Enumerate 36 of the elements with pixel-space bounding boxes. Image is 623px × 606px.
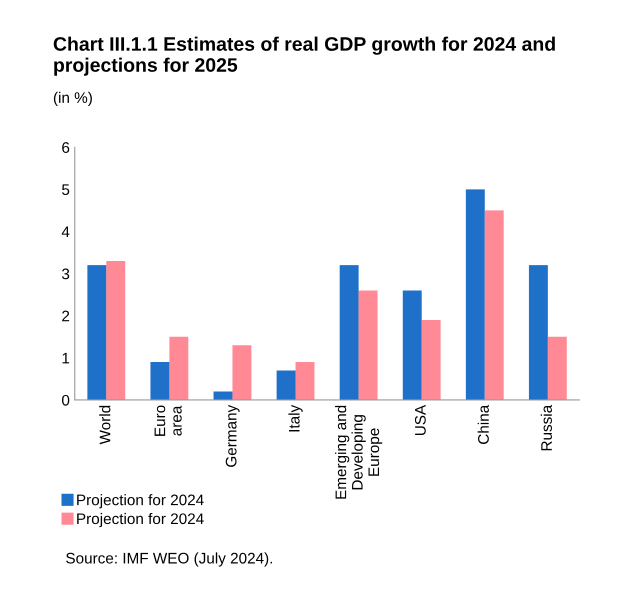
- y-tick-label: 1: [62, 352, 70, 364]
- x-tick-label: USA: [414, 404, 426, 436]
- bar: [296, 362, 314, 400]
- x-tick-label: Germany: [226, 404, 240, 467]
- bar: [106, 260, 126, 400]
- y-tick-label: 0: [62, 394, 70, 406]
- x-tick-label: Emerging and Developing Europe: [335, 406, 382, 499]
- y-tick-label: 3: [62, 268, 70, 280]
- x-tick-label: Russia: [540, 404, 552, 450]
- bar: [276, 370, 296, 400]
- bar: [340, 265, 359, 400]
- x-tick-label: Euro area: [154, 405, 182, 436]
- y-tick-label: 6: [62, 142, 70, 153]
- x-tick-label: China: [478, 404, 489, 444]
- bar: [169, 336, 188, 400]
- x-tick-label: World: [99, 406, 110, 444]
- y-tick-label: 5: [62, 184, 70, 196]
- bar: [87, 265, 106, 400]
- y-tick-label: 4: [62, 226, 70, 238]
- x-tick-label: Italy: [288, 404, 303, 432]
- bar: [358, 290, 378, 400]
- bar: [548, 336, 567, 400]
- legend-label: Projection for 2024: [77, 512, 204, 528]
- chart-subtitle: (in %): [54, 92, 92, 106]
- legend-label: Projection for 2024: [77, 494, 204, 508]
- bar: [232, 345, 252, 400]
- bar: [484, 210, 504, 400]
- bar: [528, 265, 548, 400]
- bar: [214, 392, 232, 400]
- y-tick-label: 2: [62, 310, 70, 322]
- bar: [402, 290, 422, 400]
- bar: [150, 362, 170, 400]
- bar: [422, 320, 441, 400]
- bar: [466, 189, 485, 400]
- chart-title: Chart III.1.1 Estimates of real GDP growth for 2024 and projections for 2025: [54, 36, 555, 76]
- source-note: Source: IMF WEO (July 2024).: [66, 552, 272, 567]
